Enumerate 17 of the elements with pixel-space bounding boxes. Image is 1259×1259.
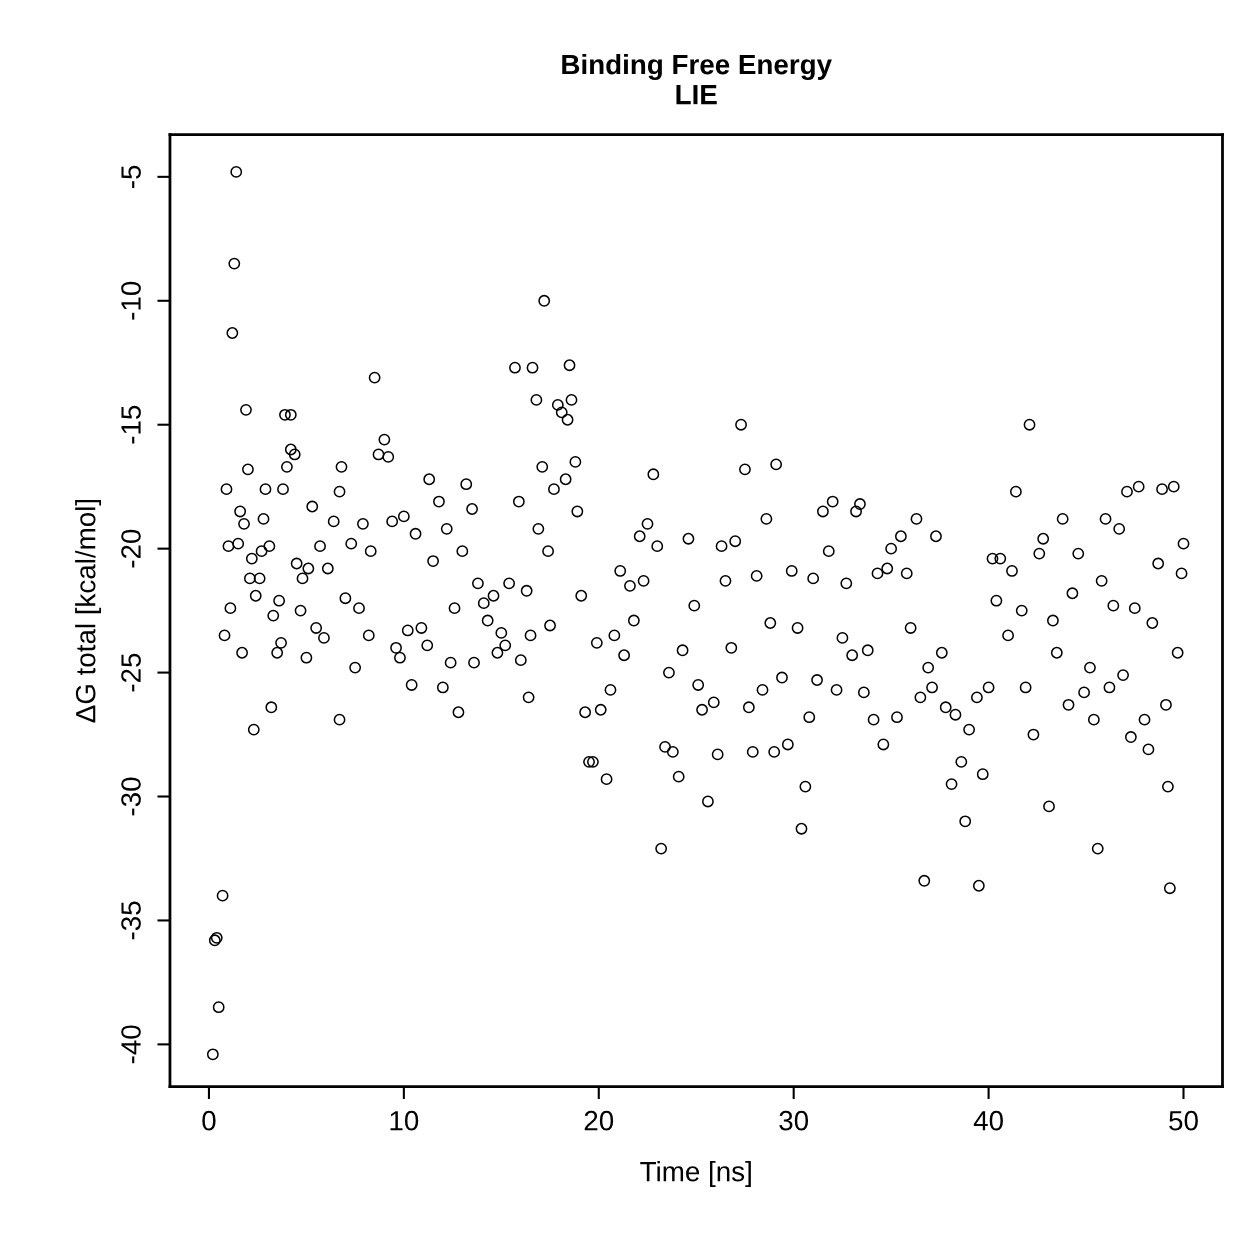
x-tick-label: 40 (973, 1110, 1003, 1131)
y-tick-label: -15 (121, 405, 141, 444)
chart-title: Binding Free Energy LIE (562, 53, 832, 105)
y-tick-label: -20 (121, 529, 141, 568)
y-tick-label: -5 (121, 165, 141, 188)
y-tick-label: -40 (121, 1025, 141, 1064)
x-tick-label: 30 (779, 1110, 809, 1131)
x-tick-label: 10 (390, 1110, 419, 1131)
x-tick-label: 20 (584, 1110, 614, 1131)
x-axis-title: Time [ns] (640, 1161, 751, 1187)
y-tick-label: -30 (121, 777, 141, 816)
y-axis-title: ΔG total [kcal/mol] (75, 499, 102, 723)
y-tick-label: -25 (121, 653, 141, 692)
y-tick-label: -10 (121, 281, 141, 320)
x-tick-label: 50 (1169, 1110, 1198, 1131)
x-tick-label: 0 (202, 1110, 216, 1131)
y-tick-label: -35 (121, 901, 141, 940)
